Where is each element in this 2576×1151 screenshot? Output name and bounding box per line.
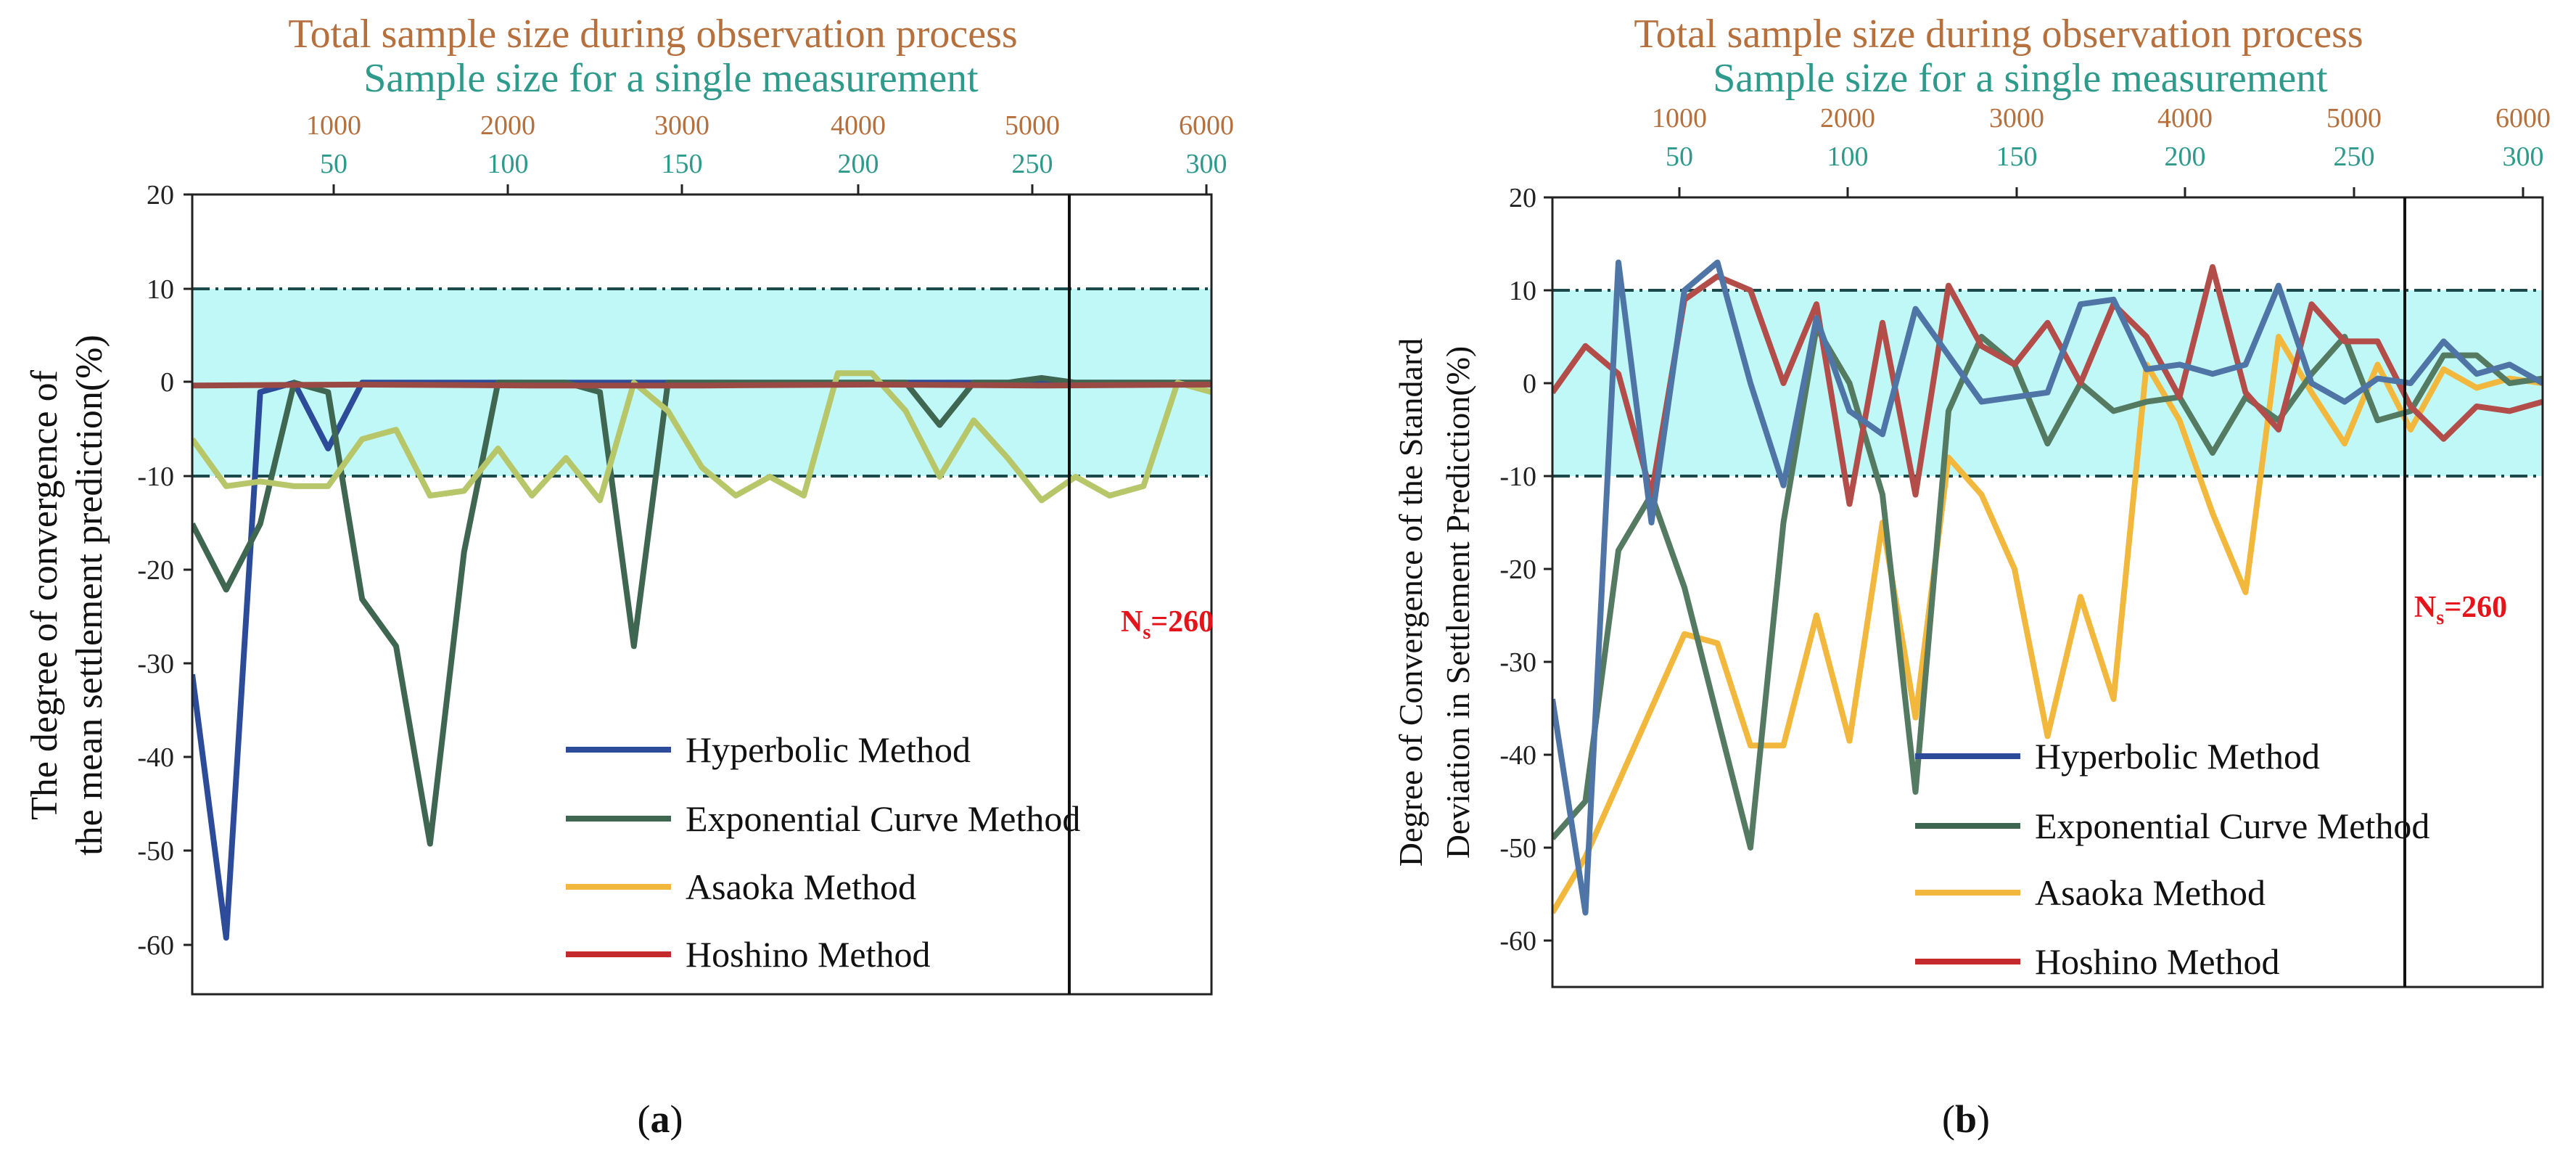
top-axis-title-total: Total sample size during observation pro… [1634,12,2363,57]
top-total-tick: 3000 [654,110,709,141]
series-exponential-line [1552,324,2543,851]
series-group-a [192,370,1211,941]
top-single-tick: 50 [320,149,347,179]
top-single-tick: 100 [1827,142,1869,172]
top-single-tick: 250 [2334,142,2375,172]
top-total-tick: 4000 [2157,103,2213,134]
legend-label-hyperbolic: Hyperbolic Method [686,729,971,770]
y-tick-label: 0 [1523,369,1536,399]
y-tick-label: 10 [147,274,174,305]
top-total-tick: 2000 [1820,103,1875,134]
top-single-ticks: 50 100 150 200 250 300 [320,149,1227,179]
top-total-ticks: 1000 2000 3000 4000 5000 6000 [1652,103,2551,134]
panel-caption-letter: a [651,1097,670,1141]
y-axis-label-line1: Degree of Convergence of the Standard [1392,338,1429,867]
plot-frame [191,193,1213,996]
y-tick-label: -10 [137,462,174,492]
top-total-tick: 1000 [306,110,361,141]
series-group-b [1552,259,2543,916]
top-single-tick: 200 [838,149,879,179]
top-single-ticks: 50 100 150 200 250 300 [1666,142,2544,172]
y-tick-label: -30 [137,649,174,679]
series-hyperbolic-line [1552,259,2543,916]
top-total-ticks: 1000 2000 3000 4000 5000 6000 [306,110,1234,141]
ns-label-prefix: N [2414,591,2436,624]
top-total-tick: 5000 [1005,110,1060,141]
top-single-tick: 250 [1012,149,1053,179]
panel-caption-b: (b) [1942,1097,1990,1141]
plot-frame [1551,196,2544,988]
top-single-tick: 150 [662,149,703,179]
y-tick-label: -50 [1499,833,1536,864]
y-tick-label: 0 [160,367,174,398]
top-single-tick: 300 [1186,149,1227,179]
y-axis-ticks [1544,196,1552,942]
panel-caption-letter: b [1955,1097,1977,1141]
ns-label: Ns=260 [1121,605,1214,644]
top-total-tick: 6000 [2495,103,2551,134]
top-axis-title-total: Total sample size during observation pro… [288,12,1017,57]
top-axis-title-single: Sample size for a single measurement [1713,56,2328,101]
y-tick-label: -40 [1499,740,1536,771]
panel-b: Total sample size during observation pro… [1392,12,2551,1141]
legend-label-exponential: Exponential Curve Method [686,798,1080,839]
y-tick-label: -60 [1499,926,1536,957]
y-axis-ticks [184,193,192,946]
top-axis-ticks [1678,187,2524,197]
top-single-tick: 150 [1996,142,2038,172]
y-tick-label: -10 [1499,462,1536,492]
top-single-tick: 50 [1666,142,1693,172]
top-total-tick: 5000 [2326,103,2382,134]
y-tick-label: 20 [1509,183,1536,213]
top-total-tick: 1000 [1652,103,1707,134]
panel-a: Total sample size during observation pro… [24,12,1234,1141]
ns-label: Ns=260 [2414,591,2507,629]
series-asaoka-line [192,370,1211,504]
y-tick-label: 20 [147,180,174,210]
y-tick-labels: 20 10 0 -10 -20 -30 -40 -50 -60 [1499,183,1536,957]
top-axis-ticks [332,184,1208,194]
legend-label-hoshino: Hoshino Method [2035,941,2280,982]
top-total-tick: 6000 [1179,110,1234,141]
series-hoshino-line [1552,264,2543,507]
top-single-tick: 100 [487,149,529,179]
ns-label-subscript: s [2436,607,2444,629]
legend-label-asaoka: Asaoka Method [686,867,916,907]
top-total-tick: 4000 [831,110,886,141]
ns-label-subscript: s [1143,621,1151,644]
panel-caption-a: (a) [638,1097,683,1141]
series-asaoka-line [1552,334,2543,914]
y-axis-label-line1: The degree of convergence of [24,369,65,819]
y-axis-label-line2: Deviation in Settlement Prediction(%) [1439,346,1476,859]
y-tick-labels: 20 10 0 -10 -20 -30 -40 -50 -60 [137,180,174,961]
legend: Hyperbolic Method Exponential Curve Meth… [1915,736,2429,982]
top-single-tick: 200 [2165,142,2206,172]
y-tick-label: -60 [137,930,174,961]
top-axis-title-single: Sample size for a single measurement [363,56,979,101]
legend: Hyperbolic Method Exponential Curve Meth… [566,729,1080,975]
y-tick-label: -40 [137,742,174,773]
legend-label-exponential: Exponential Curve Method [2035,806,2429,846]
y-axis-label-line2: the mean settlement prediction(%) [69,335,110,856]
legend-label-hoshino: Hoshino Method [686,934,931,975]
y-tick-label: -30 [1499,647,1536,678]
top-single-tick: 300 [2503,142,2544,172]
top-total-tick: 2000 [480,110,535,141]
ns-label-suffix: =260 [2444,591,2507,624]
top-total-tick: 3000 [1989,103,2044,134]
y-tick-label: -20 [1499,554,1536,585]
legend-label-hyperbolic: Hyperbolic Method [2035,736,2320,777]
ns-label-suffix: =260 [1151,605,1214,639]
ns-label-prefix: N [1121,605,1143,639]
y-tick-label: 10 [1509,276,1536,306]
y-tick-label: -50 [137,836,174,867]
y-tick-label: -20 [137,555,174,586]
legend-label-asaoka: Asaoka Method [2035,872,2266,913]
